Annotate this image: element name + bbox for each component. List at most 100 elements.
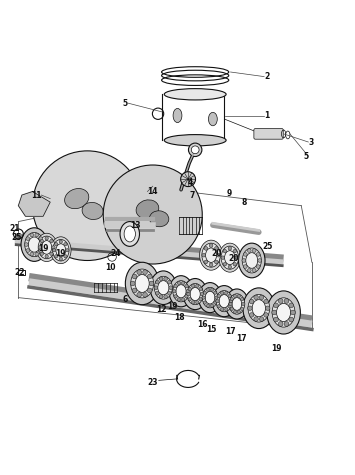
Ellipse shape (243, 288, 275, 329)
Circle shape (174, 294, 177, 298)
Circle shape (204, 247, 208, 250)
Circle shape (38, 246, 42, 249)
Circle shape (26, 248, 30, 252)
Ellipse shape (208, 112, 217, 126)
Ellipse shape (277, 304, 291, 322)
Circle shape (196, 301, 199, 304)
Circle shape (35, 233, 39, 237)
Circle shape (199, 297, 202, 301)
Circle shape (214, 301, 217, 304)
Ellipse shape (176, 285, 186, 298)
Circle shape (220, 291, 224, 294)
Circle shape (209, 244, 213, 247)
FancyBboxPatch shape (254, 129, 283, 139)
Text: 14: 14 (147, 187, 158, 196)
Ellipse shape (200, 240, 223, 270)
Circle shape (225, 308, 228, 311)
Circle shape (39, 248, 43, 252)
Circle shape (181, 298, 185, 301)
Circle shape (137, 293, 142, 297)
Circle shape (159, 277, 163, 281)
Ellipse shape (135, 275, 149, 293)
Text: 1: 1 (264, 111, 269, 120)
Text: 23: 23 (147, 378, 158, 387)
Circle shape (52, 246, 55, 249)
Circle shape (220, 308, 224, 311)
Circle shape (24, 243, 28, 247)
Circle shape (149, 281, 154, 286)
Circle shape (214, 291, 217, 294)
Circle shape (221, 256, 225, 259)
Circle shape (177, 298, 181, 301)
Circle shape (214, 247, 218, 250)
Circle shape (26, 237, 30, 240)
Circle shape (203, 301, 207, 304)
Text: 25: 25 (11, 233, 22, 242)
Circle shape (174, 285, 177, 288)
Ellipse shape (221, 246, 239, 269)
Circle shape (214, 260, 218, 264)
Circle shape (55, 243, 58, 246)
Ellipse shape (216, 291, 233, 312)
Ellipse shape (28, 237, 40, 252)
Ellipse shape (164, 134, 226, 146)
Ellipse shape (205, 291, 215, 304)
Text: 13: 13 (130, 220, 140, 229)
Circle shape (130, 281, 135, 286)
Ellipse shape (131, 269, 154, 298)
Circle shape (30, 252, 34, 256)
Circle shape (264, 299, 268, 304)
Circle shape (211, 304, 214, 307)
Ellipse shape (272, 298, 295, 327)
Circle shape (186, 290, 190, 293)
Circle shape (204, 260, 208, 264)
Circle shape (278, 299, 283, 304)
Circle shape (291, 310, 295, 315)
Circle shape (240, 307, 244, 311)
Circle shape (260, 295, 264, 300)
Circle shape (181, 281, 185, 285)
Circle shape (187, 293, 190, 296)
Circle shape (247, 268, 251, 272)
Circle shape (132, 288, 137, 293)
Text: 15: 15 (206, 325, 216, 334)
Circle shape (188, 287, 191, 291)
Circle shape (35, 252, 39, 256)
Circle shape (191, 301, 195, 304)
Circle shape (225, 291, 228, 294)
Circle shape (168, 291, 171, 295)
Circle shape (155, 280, 159, 284)
Circle shape (50, 239, 53, 243)
Ellipse shape (252, 300, 266, 317)
Circle shape (274, 317, 278, 322)
Circle shape (272, 310, 277, 315)
Text: 10: 10 (105, 263, 115, 272)
Ellipse shape (173, 108, 182, 123)
Text: 19: 19 (167, 302, 178, 311)
Text: 24: 24 (110, 249, 121, 258)
Text: 6: 6 (123, 295, 128, 304)
Circle shape (250, 299, 254, 304)
Text: 12: 12 (156, 305, 167, 314)
Ellipse shape (246, 253, 258, 268)
Circle shape (215, 296, 218, 299)
Circle shape (229, 303, 232, 305)
Circle shape (147, 288, 152, 293)
Circle shape (33, 151, 142, 260)
Text: 17: 17 (225, 327, 236, 336)
Text: 19: 19 (38, 244, 48, 253)
Circle shape (228, 294, 231, 298)
Bar (18, 270, 25, 275)
Circle shape (230, 297, 233, 301)
Circle shape (103, 165, 202, 264)
Circle shape (260, 317, 264, 321)
Ellipse shape (267, 291, 300, 334)
Text: 21: 21 (10, 224, 20, 233)
Ellipse shape (202, 287, 218, 308)
Circle shape (168, 280, 171, 284)
Text: 8: 8 (241, 198, 246, 207)
Circle shape (154, 286, 158, 290)
Circle shape (244, 253, 247, 256)
Circle shape (40, 239, 44, 243)
Text: 5: 5 (303, 152, 308, 161)
